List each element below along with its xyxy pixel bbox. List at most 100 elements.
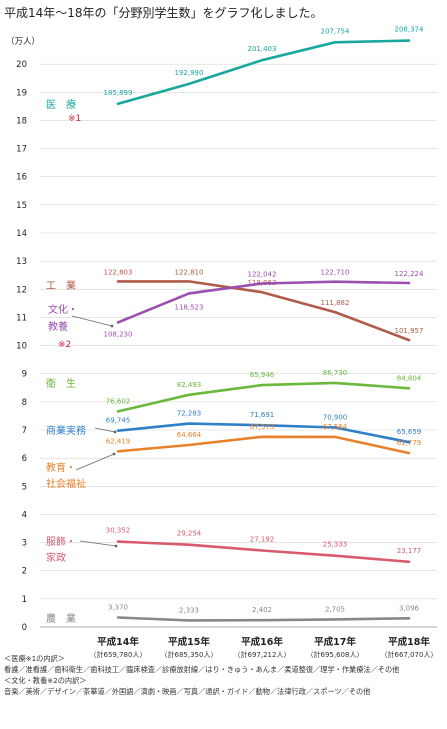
x-category-label: 平成16年 <box>241 636 283 648</box>
data-label: 3,370 <box>108 604 128 612</box>
x-category-label: 平成14年 <box>97 636 139 648</box>
series-note-marker: ※1 <box>68 114 81 124</box>
y-tick-label: 11 <box>16 313 27 323</box>
series-name-label: 文化・ <box>48 303 78 316</box>
data-label: 122,810 <box>175 268 204 276</box>
data-label: 111,882 <box>321 299 350 307</box>
y-tick-label: 0 <box>22 623 27 633</box>
culture-leader-line-dot <box>110 324 114 328</box>
y-tick-label: 10 <box>16 342 27 352</box>
series-line <box>116 280 411 324</box>
y-tick-label: 1 <box>22 595 27 605</box>
series-name-label: 農 業 <box>46 612 76 625</box>
series-name-label: 服飾・ <box>46 535 76 548</box>
series-name-label: 衛 生 <box>46 377 76 390</box>
y-tick-label: 6 <box>22 454 27 464</box>
series-line <box>116 435 411 455</box>
culture-leader-line <box>71 315 113 327</box>
data-label: 65,659 <box>397 428 422 436</box>
series-name-label: 家政 <box>46 551 66 564</box>
series-note-marker: ※2 <box>58 340 71 350</box>
series-name-label: 社会福祉 <box>46 477 86 490</box>
education-leader-line-dot <box>112 452 116 456</box>
data-label: 70,900 <box>323 413 348 421</box>
data-label: 118,523 <box>175 303 204 311</box>
data-label: 76,602 <box>106 397 131 405</box>
x-category-total: （計685,350人） <box>161 650 218 659</box>
culture-notes-heading: ＜文化・教養※2の内訳＞ <box>4 676 87 685</box>
x-category-label: 平成15年 <box>168 636 210 648</box>
data-label: 2,705 <box>325 605 345 613</box>
series-name-label: 商業実務 <box>46 424 86 437</box>
x-category-label: 平成17年 <box>314 636 356 648</box>
data-label: 30,352 <box>106 527 131 535</box>
data-label: 61,779 <box>397 439 422 447</box>
data-label: 84,804 <box>397 374 422 382</box>
data-label: 86,730 <box>323 369 348 377</box>
data-label: 71,691 <box>250 411 275 419</box>
data-label: 201,403 <box>248 45 277 53</box>
data-label: 85,946 <box>250 371 275 379</box>
data-label: 3,096 <box>399 604 420 612</box>
x-category-total: （計697,212人） <box>234 650 291 659</box>
fashion-leader-line-dot <box>114 544 118 548</box>
data-label: 2,333 <box>179 606 199 614</box>
fashion-leader-line <box>79 540 117 547</box>
data-label: 207,754 <box>321 27 350 35</box>
data-label: 69,745 <box>106 417 131 425</box>
data-label: 72,283 <box>177 410 202 418</box>
series-name-label: 医 療 <box>46 98 76 111</box>
data-label: 2,402 <box>252 606 272 614</box>
data-label: 122,224 <box>395 270 424 278</box>
y-tick-label: 13 <box>16 257 27 267</box>
commerce-leader-line-dot <box>113 430 117 434</box>
data-label: 122,710 <box>321 269 350 277</box>
y-tick-label: 4 <box>22 510 27 520</box>
y-tick-label: 7 <box>22 426 27 436</box>
data-label: 101,957 <box>395 327 424 335</box>
y-unit-label: （万人） <box>6 36 40 47</box>
y-tick-label: 9 <box>22 370 27 380</box>
y-tick-label: 19 <box>16 88 27 98</box>
y-tick-label: 14 <box>16 229 27 239</box>
y-tick-label: 15 <box>16 201 27 211</box>
y-tick-label: 12 <box>16 285 27 295</box>
data-label: 185,899 <box>104 89 133 97</box>
y-tick-label: 16 <box>16 173 27 183</box>
x-category-total: （計695,608人） <box>307 650 364 659</box>
x-category-total: （計667,070人） <box>381 650 438 659</box>
data-label: 29,254 <box>177 530 202 538</box>
series-line <box>116 381 411 413</box>
culture-notes-items: 音楽／美術／デザイン／茶華道／外国語／演劇・映画／写真／通訳・ガイド／動物／法律… <box>4 687 371 696</box>
series-line <box>116 39 411 106</box>
x-category-total: （計659,780人） <box>90 650 147 659</box>
y-tick-label: 18 <box>16 116 27 126</box>
series-line <box>116 280 411 342</box>
series-line <box>116 540 411 564</box>
x-category-label: 平成18年 <box>388 636 430 648</box>
data-label: 27,192 <box>250 535 275 543</box>
series-name-label: 教養 <box>48 320 68 333</box>
data-label: 67,573 <box>250 423 275 431</box>
y-tick-label: 3 <box>22 539 27 549</box>
education-leader-line <box>75 453 115 471</box>
medical-notes-items: 看護／准看護／歯科衛生／歯科技工／臨床検査／診療放射線／はり・きゅう・あんま／柔… <box>4 665 400 674</box>
data-label: 192,990 <box>175 69 204 77</box>
series-name-label: 教育・ <box>46 461 76 474</box>
series-name-label: 工 業 <box>46 279 76 292</box>
data-label: 82,493 <box>177 381 202 389</box>
y-tick-label: 5 <box>22 482 27 492</box>
data-label: 108,230 <box>104 330 133 338</box>
data-label: 62,419 <box>106 437 131 445</box>
data-label: 208,374 <box>395 26 424 34</box>
page-title: 平成14年～18年の「分野別学生数」をグラフ化しました。 <box>4 6 323 20</box>
data-label: 23,177 <box>397 547 422 555</box>
data-label: 25,333 <box>323 541 348 549</box>
data-label: 122,803 <box>104 268 133 276</box>
y-tick-label: 20 <box>16 60 27 70</box>
data-label: 67,564 <box>323 423 348 431</box>
medical-notes-heading: ＜医療※1の内訳＞ <box>4 654 65 663</box>
series-line <box>116 616 411 622</box>
y-tick-label: 8 <box>22 398 27 408</box>
